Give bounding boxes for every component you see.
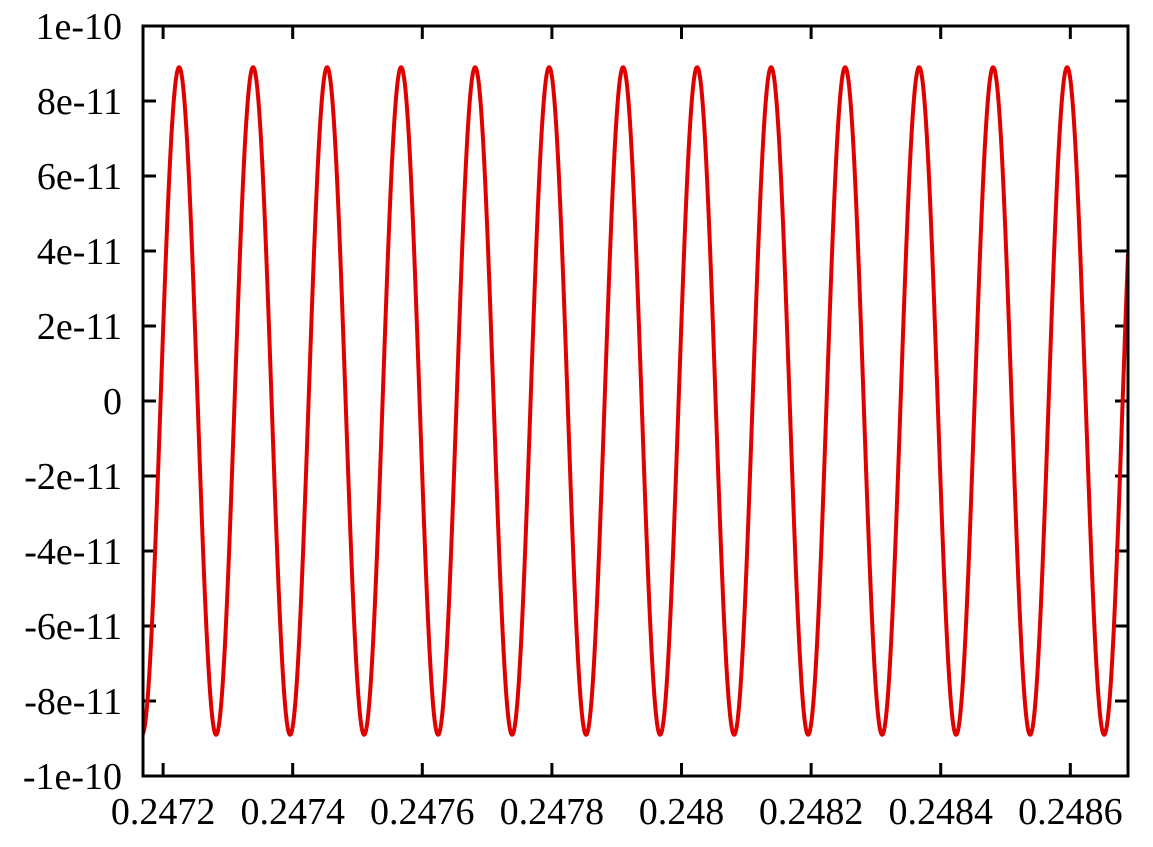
x-tick-label: 0.2482 (759, 791, 864, 833)
x-tick-label: 0.2474 (240, 791, 345, 833)
x-tick-label: 0.248 (639, 791, 725, 833)
y-tick-label: -1e-10 (23, 756, 122, 798)
x-tick-label: 0.2484 (888, 791, 993, 833)
axis-ticks (143, 24, 1128, 778)
y-tick-label: 0 (103, 381, 122, 423)
series-group (143, 65, 1128, 737)
y-tick-label: -8e-11 (24, 681, 122, 723)
y-tick-label: 2e-11 (37, 306, 122, 348)
y-tick-label: -2e-11 (24, 456, 122, 498)
x-axis-tick-labels: 0.2472 0.2474 0.2476 0.2478 0.248 0.2482 0.248… (111, 791, 1123, 833)
plot-border (141, 24, 1130, 778)
y-tick-label: 6e-11 (37, 156, 122, 198)
series-line-signal (143, 65, 1128, 737)
y-tick-label: 1e-10 (35, 6, 122, 48)
y-axis-tick-labels: 1e-10 8e-11 6e-11 4e-11 2e-11 0 -2e-11 -4e-11 -6… (23, 6, 122, 798)
x-tick-label: 0.2476 (370, 791, 475, 833)
y-tick-label: -4e-11 (24, 531, 122, 573)
y-tick-label: 8e-11 (37, 81, 122, 123)
y-tick-label: -6e-11 (24, 606, 122, 648)
x-tick-label: 0.2478 (500, 791, 605, 833)
y-tick-label: 4e-11 (37, 231, 122, 273)
x-tick-label: 0.2472 (111, 791, 216, 833)
x-tick-label: 0.2486 (1018, 791, 1123, 833)
